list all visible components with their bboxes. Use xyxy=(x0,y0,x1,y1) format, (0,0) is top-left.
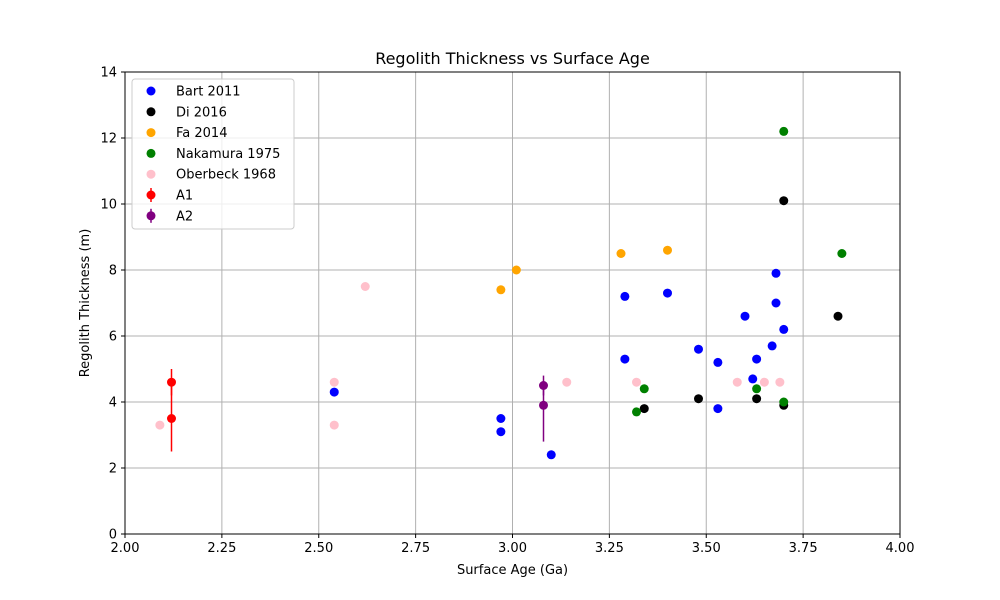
legend-item: Oberbeck 1968 xyxy=(146,168,276,183)
legend-label: Fa 2014 xyxy=(176,126,227,141)
data-point xyxy=(779,324,789,334)
data-point xyxy=(775,377,785,387)
data-point xyxy=(639,384,649,394)
y-axis-label: Regolith Thickness (m) xyxy=(78,229,93,378)
legend-label: Bart 2011 xyxy=(176,85,241,100)
series-a1 xyxy=(167,369,176,452)
x-tick-label: 2.00 xyxy=(111,541,140,556)
data-point xyxy=(779,397,789,407)
data-point xyxy=(767,341,777,351)
data-point xyxy=(155,420,165,430)
data-point xyxy=(694,394,703,404)
legend-label: Di 2016 xyxy=(176,105,227,120)
y-tick-label: 0 xyxy=(109,528,117,543)
series-fa-2014 xyxy=(496,245,672,295)
legend-label: Oberbeck 1968 xyxy=(176,168,276,183)
legend-item: A2 xyxy=(146,208,193,224)
data-point xyxy=(779,126,789,136)
chart-title: Regolith Thickness vs Surface Age xyxy=(375,49,650,68)
series-nakamura-1975 xyxy=(632,126,847,417)
x-tick-label: 4.00 xyxy=(886,541,915,556)
data-point xyxy=(632,377,641,387)
data-point xyxy=(639,404,649,414)
y-tick-label: 2 xyxy=(109,462,117,477)
x-tick-label: 2.25 xyxy=(207,541,236,556)
x-tick-label: 2.75 xyxy=(401,541,430,556)
data-point xyxy=(632,407,641,417)
x-tick-label: 3.50 xyxy=(692,541,721,556)
x-tick-label: 3.00 xyxy=(498,541,527,556)
legend-marker xyxy=(146,128,156,138)
data-point xyxy=(620,354,630,364)
data-point xyxy=(752,384,762,394)
data-point xyxy=(496,414,506,423)
data-point xyxy=(496,427,506,437)
data-point xyxy=(740,311,750,321)
data-point xyxy=(329,420,339,430)
data-point xyxy=(694,344,703,354)
legend-item: Nakamura 1975 xyxy=(146,147,280,162)
legend-item: Bart 2011 xyxy=(146,85,241,100)
data-point xyxy=(663,288,672,298)
y-tick-label: 14 xyxy=(100,66,117,81)
x-tick-label: 2.50 xyxy=(304,541,333,556)
series-bart-2011 xyxy=(329,268,789,460)
legend-marker xyxy=(146,190,156,200)
data-point xyxy=(620,291,630,301)
data-point xyxy=(539,400,548,410)
legend-marker xyxy=(146,148,156,158)
legend-marker xyxy=(146,211,156,221)
data-point xyxy=(771,298,781,308)
legend-marker xyxy=(146,169,156,179)
data-point xyxy=(779,196,789,206)
legend-label: A1 xyxy=(176,189,193,204)
x-axis-ticks: 2.00 2.25 2.50 2.75 3.00 3.25 3.50 3.75 4.00 xyxy=(111,534,915,556)
data-point xyxy=(833,311,843,321)
data-point xyxy=(663,245,672,255)
data-point xyxy=(759,377,769,387)
data-point xyxy=(167,377,176,387)
legend-box xyxy=(131,78,295,230)
x-tick-label: 3.25 xyxy=(595,541,624,556)
legend: Bart 2011 Di 2016 Fa 2014 Nakamura 1975 Ober… xyxy=(131,78,295,230)
data-point xyxy=(329,377,339,387)
x-axis-label: Surface Age (Ga) xyxy=(457,563,568,578)
data-point xyxy=(771,268,781,278)
data-point xyxy=(713,357,723,367)
y-tick-label: 10 xyxy=(100,198,117,213)
series-di-2016 xyxy=(639,196,843,414)
data-point xyxy=(511,265,521,275)
data-point xyxy=(752,394,762,404)
legend-label: Nakamura 1975 xyxy=(176,147,280,162)
legend-item: Fa 2014 xyxy=(146,126,227,141)
data-point xyxy=(732,377,742,387)
data-point xyxy=(713,404,723,414)
y-tick-label: 4 xyxy=(109,396,117,411)
data-point xyxy=(748,374,758,384)
series-a2 xyxy=(539,375,548,442)
data-point xyxy=(329,387,339,397)
data-point xyxy=(546,450,556,460)
data-point xyxy=(360,282,370,291)
data-point xyxy=(496,285,506,295)
legend-marker xyxy=(146,86,156,96)
legend-label: A2 xyxy=(176,209,193,224)
data-point xyxy=(616,249,626,258)
y-tick-label: 8 xyxy=(109,264,117,279)
data-point xyxy=(562,377,572,387)
data-marks xyxy=(155,126,847,460)
series-oberbeck-1968 xyxy=(155,282,785,430)
legend-item: A1 xyxy=(146,188,193,204)
y-tick-label: 12 xyxy=(100,132,117,147)
y-tick-label: 6 xyxy=(109,330,117,345)
legend-item: Di 2016 xyxy=(146,105,227,120)
data-point xyxy=(752,354,762,364)
y-axis-ticks: 0 2 4 6 8 10 12 14 xyxy=(100,66,125,543)
data-point xyxy=(837,249,847,258)
x-tick-label: 3.75 xyxy=(789,541,818,556)
legend-marker xyxy=(146,107,156,117)
data-point xyxy=(167,414,176,423)
